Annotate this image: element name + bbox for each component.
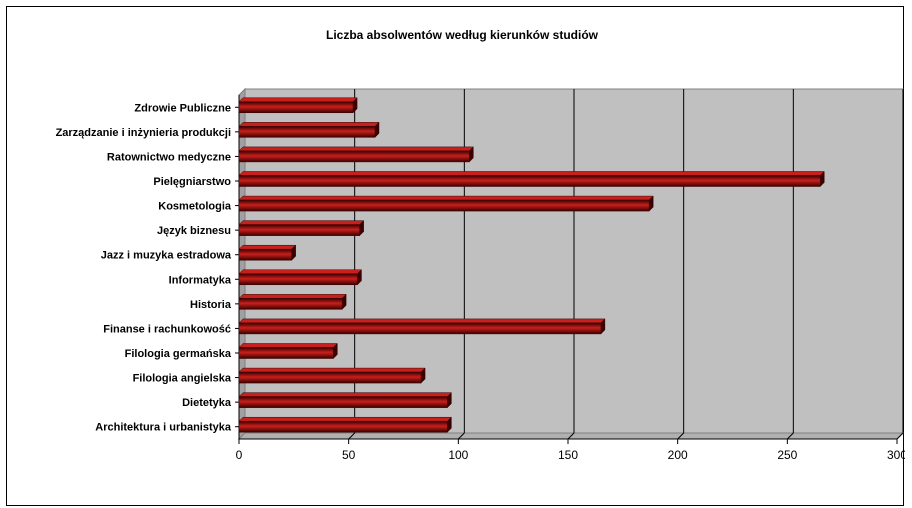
- bar: [238, 195, 654, 212]
- bar-front-face: [238, 224, 360, 236]
- bar-front-face: [238, 175, 821, 187]
- category-label: Filologia angielska: [133, 373, 232, 385]
- plot-area: [235, 87, 905, 444]
- bar: [238, 220, 365, 237]
- bar-top-face: [238, 195, 654, 201]
- bar-front-face: [238, 101, 354, 114]
- x-tick-labels: 0 50 100 150 200 250 300: [236, 448, 905, 462]
- bar-top-face: [238, 146, 474, 152]
- bar: [238, 342, 338, 360]
- x-gridline-floor: [896, 432, 904, 440]
- bar-top-face: [238, 171, 825, 176]
- bar-front-face: [238, 347, 334, 359]
- bar: [238, 121, 380, 138]
- category-label: Zdrowie Publiczne: [134, 102, 231, 114]
- bar-front-face: [238, 248, 292, 261]
- bar: [238, 392, 452, 409]
- bar: [238, 97, 358, 114]
- x-gridline-floor: [677, 432, 685, 440]
- bar-chart: Liczba absolwentów według kierunków stud…: [56, 28, 905, 462]
- bar: [238, 146, 474, 163]
- bar-front-face: [238, 150, 470, 163]
- category-label: Architektura i urbanistyka: [95, 422, 232, 434]
- category-label: Zarządzanie i inżynieria produkcji: [56, 127, 231, 139]
- bar-top-face: [238, 220, 365, 225]
- bars: [238, 97, 825, 433]
- x-tick-label: 0: [236, 448, 243, 462]
- bar-top-face: [238, 122, 380, 127]
- bar-top-face: [238, 294, 347, 299]
- bar-top-face: [238, 343, 338, 348]
- bar: [238, 318, 606, 335]
- bar-front-face: [238, 126, 376, 138]
- chart-frame: Liczba absolwentów według kierunków stud…: [6, 6, 905, 506]
- bar-front-face: [238, 298, 343, 310]
- bar: [238, 244, 297, 261]
- bar-top-face: [238, 97, 358, 103]
- bar-front-face: [238, 396, 448, 408]
- x-tick-label: 100: [448, 448, 468, 462]
- chart-title: Liczba absolwentów według kierunków stud…: [326, 28, 599, 42]
- plot-side-wall: [238, 87, 246, 441]
- category-labels: Zdrowie Publiczne Zarządzanie i inżynieri…: [56, 102, 232, 433]
- bar-top-face: [238, 392, 452, 397]
- category-label: Język biznesu: [157, 225, 231, 237]
- category-label: Historia: [190, 299, 232, 311]
- x-gridline-floor: [457, 432, 465, 440]
- x-gridline-floor: [567, 432, 575, 440]
- bar-top-face: [238, 269, 363, 275]
- bar: [238, 367, 426, 384]
- category-label: Jazz i muzyka estradowa: [101, 250, 232, 262]
- x-gridline-floor: [348, 432, 356, 440]
- category-label: Finanse i rachunkowość: [103, 323, 231, 335]
- x-tick-label: 300: [887, 448, 905, 462]
- category-label: Dietetyka: [182, 397, 232, 409]
- bar: [238, 416, 452, 433]
- x-tick-label: 250: [777, 448, 797, 462]
- category-label: Informatyka: [169, 274, 232, 286]
- bar: [238, 293, 347, 310]
- bar-top-face: [238, 318, 606, 324]
- x-tick-label: 50: [342, 448, 356, 462]
- bar-front-face: [238, 199, 650, 212]
- bar-top-face: [238, 416, 452, 422]
- bar-front-face: [238, 322, 602, 335]
- bar-top-face: [238, 244, 297, 250]
- bar: [238, 269, 363, 286]
- bar-front-face: [238, 273, 358, 286]
- bar-front-face: [238, 371, 422, 384]
- x-tick-label: 150: [558, 448, 578, 462]
- category-label: Pielęgniarstwo: [153, 176, 231, 188]
- x-gridline-floor: [786, 432, 794, 440]
- category-label: Filologia germańska: [125, 348, 232, 360]
- category-label: Kosmetologia: [158, 201, 232, 213]
- x-tick-label: 200: [668, 448, 688, 462]
- bar-front-face: [238, 420, 448, 433]
- bar-top-face: [238, 367, 426, 373]
- category-label: Ratownictwo medyczne: [107, 151, 231, 163]
- bar: [238, 170, 825, 188]
